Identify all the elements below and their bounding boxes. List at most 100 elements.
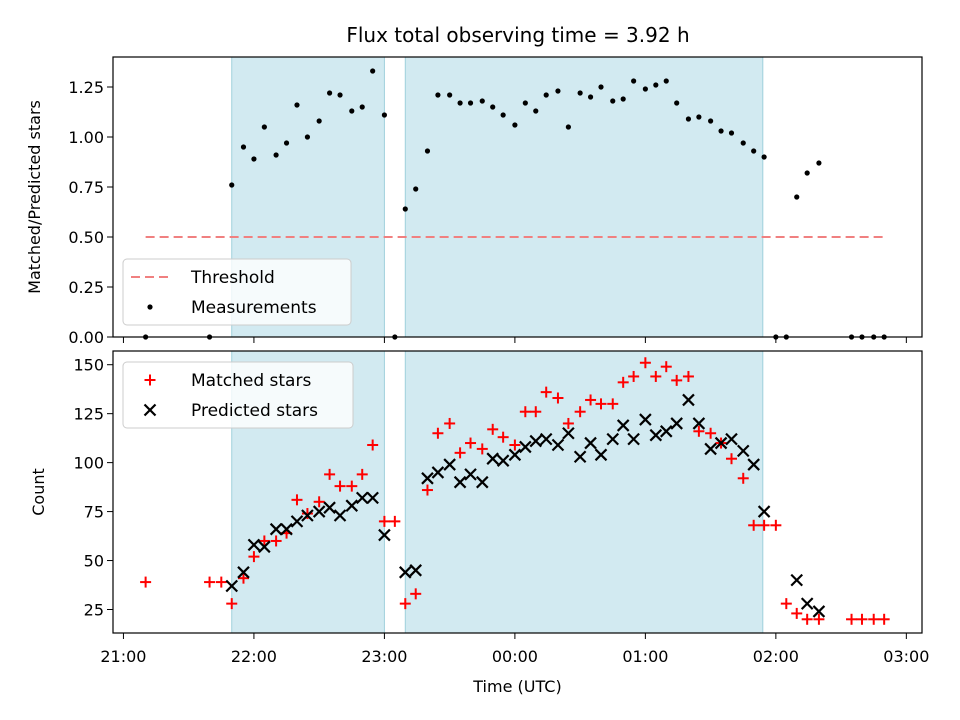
predicted-star-point xyxy=(225,579,239,593)
measurement-point xyxy=(631,78,637,84)
x-stroke xyxy=(704,442,717,456)
predicted-star-point xyxy=(301,509,314,522)
figure-title: Flux total observing time = 3.92 h xyxy=(346,23,689,47)
x-tick-label: 23:00 xyxy=(361,647,407,666)
predicted-star-point xyxy=(453,475,467,489)
matched-star-point xyxy=(791,607,803,619)
bottom-y-ticks: 25 50 75 100 125 150 xyxy=(73,356,113,620)
matched-star-point xyxy=(617,376,629,388)
predicted-star-point xyxy=(627,432,640,446)
matched-star-point xyxy=(226,598,238,610)
matched-star-point xyxy=(204,576,216,588)
measurement-point xyxy=(674,100,680,106)
x-stroke xyxy=(443,458,456,471)
top-shaded-intervals xyxy=(231,57,764,337)
measurement-point xyxy=(500,112,506,118)
predicted-star-point xyxy=(345,499,359,512)
y-tick-label: 0.75 xyxy=(68,178,104,197)
predicted-star-point xyxy=(736,444,750,458)
measurement-point xyxy=(273,152,279,158)
x-stroke xyxy=(757,505,771,518)
measurement-point xyxy=(610,98,616,104)
x-stroke xyxy=(475,475,489,489)
matched-star-point xyxy=(487,423,499,435)
matched-star-point xyxy=(813,613,825,625)
matched-star-point xyxy=(324,468,336,480)
matched-star-point xyxy=(497,431,509,443)
predicted-star-point xyxy=(409,564,423,577)
x-stroke xyxy=(421,472,434,485)
measurement-point xyxy=(435,92,441,98)
matched-star-point xyxy=(705,427,717,439)
x-stroke xyxy=(529,434,543,448)
x-stroke xyxy=(496,454,510,467)
matched-star-point xyxy=(399,598,411,610)
matched-star-point xyxy=(291,494,303,506)
x-stroke xyxy=(237,566,250,579)
predicted-star-point xyxy=(247,538,261,552)
predicted-star-point xyxy=(725,432,738,446)
y-tick-label: 25 xyxy=(84,601,104,620)
x-stroke xyxy=(345,499,359,512)
matched-star-point xyxy=(595,398,607,410)
y-tick-label: 0.50 xyxy=(68,228,104,247)
matched-star-point xyxy=(748,519,760,531)
x-stroke xyxy=(639,413,652,426)
x-stroke xyxy=(508,448,522,462)
predicted-star-point xyxy=(747,458,760,471)
x-stroke xyxy=(247,538,261,552)
predicted-star-point xyxy=(399,566,412,579)
predicted-star-point xyxy=(464,468,477,481)
predicted-star-point xyxy=(323,501,336,514)
matched-star-point xyxy=(846,613,858,625)
x-stroke xyxy=(355,491,369,505)
bottom-marks xyxy=(140,357,890,625)
x-stroke xyxy=(627,432,640,446)
measurement-point xyxy=(804,170,810,176)
top-marks xyxy=(143,68,887,340)
matched-star-point xyxy=(476,443,488,455)
predicted-star-point xyxy=(355,491,369,505)
predicted-star-point xyxy=(519,440,532,454)
matched-star-point xyxy=(574,406,586,418)
matched-star-point xyxy=(530,406,542,418)
predicted-star-point xyxy=(670,417,683,430)
measurement-point xyxy=(327,90,333,96)
predicted-star-point xyxy=(539,432,553,446)
matched-star-point xyxy=(801,613,813,625)
measurement-point xyxy=(304,134,311,140)
x-stroke xyxy=(562,426,575,440)
matched-star-point xyxy=(313,496,325,508)
predicted-star-point xyxy=(431,466,445,479)
matched-star-point xyxy=(378,515,390,527)
x-stroke xyxy=(747,458,760,471)
x-stroke xyxy=(659,425,673,438)
x-stroke xyxy=(225,579,239,593)
x-stroke xyxy=(486,452,499,465)
x-stroke xyxy=(409,564,423,577)
measurement-point xyxy=(316,118,322,124)
x-stroke xyxy=(573,450,587,464)
matched-star-point xyxy=(421,484,433,496)
matched-star-point xyxy=(465,437,477,449)
matched-star-point xyxy=(248,551,260,563)
x-tick-label: 21:00 xyxy=(100,647,146,666)
bottom-y-axis-label: Count xyxy=(29,468,48,516)
predicted-star-point xyxy=(704,442,717,456)
x-stroke xyxy=(431,466,445,479)
x-stroke xyxy=(606,432,620,446)
predicted-star-point xyxy=(616,419,630,432)
x-stroke xyxy=(790,573,804,587)
predicted-star-point xyxy=(649,428,663,442)
predicted-star-point xyxy=(594,448,608,462)
x-stroke xyxy=(594,448,608,462)
predicted-star-point xyxy=(312,505,326,518)
legend-box xyxy=(122,361,354,429)
x-stroke xyxy=(800,597,814,610)
x-stroke xyxy=(551,438,565,452)
x-tick-label: 22:00 xyxy=(231,647,277,666)
matched-star-point xyxy=(540,386,552,398)
measurement-point xyxy=(402,206,408,212)
y-tick-label: 150 xyxy=(73,356,104,375)
